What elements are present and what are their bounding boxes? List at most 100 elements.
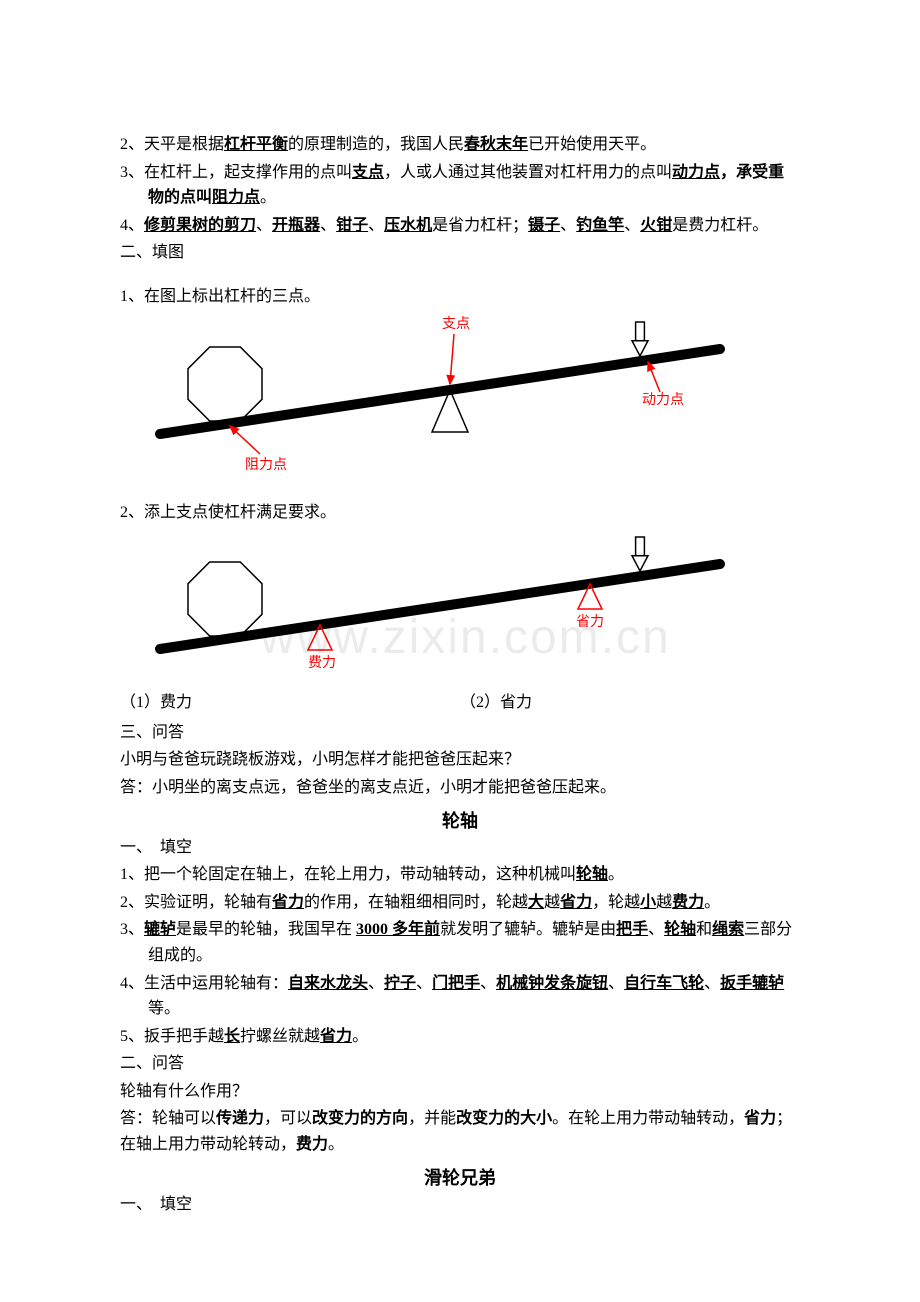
underline-text: 辘轳 <box>144 921 176 938</box>
underline-text: 机械钟发条旋钮 <box>496 975 608 992</box>
text: 2、天平是根据 <box>120 136 224 153</box>
underline-text: 轮轴 <box>664 921 696 938</box>
underline-text: 开瓶器 <box>272 217 320 234</box>
underline-text: 把手 <box>616 921 648 938</box>
underline-text: 自来水龙头 <box>288 975 368 992</box>
text: 。 <box>328 1136 344 1153</box>
underline-text: 小 <box>640 894 656 911</box>
text: 是省力杠杆； <box>432 217 528 234</box>
underline-text: 扳手辘轳 <box>720 975 784 992</box>
text: 和 <box>696 921 712 938</box>
paragraph-2: 2、天平是根据杠杆平衡的原理制造的，我国人民春秋末年已开始使用天平。 <box>120 132 800 158</box>
underline-text: 钳子 <box>336 217 368 234</box>
bold-text: 传递力 <box>216 1110 264 1127</box>
lever-svg-1: 支点 动力点 阻力点 <box>120 314 800 474</box>
underline-text: 火钳 <box>640 217 672 234</box>
underline-text: 支点 <box>352 164 384 181</box>
underline-text: 镊子 <box>528 217 560 234</box>
paragraph-3: 3、在杠杆上，起支撑作用的点叫支点，人或人通过其他装置对杠杆用力的点叫动力点，承… <box>120 160 800 211</box>
text: 3、 <box>120 921 144 938</box>
underline-text: 自行车飞轮 <box>624 975 704 992</box>
text: 答：轮轴可以 <box>120 1110 216 1127</box>
underline-text: 大 <box>528 894 544 911</box>
force-arrow-down-icon <box>632 537 648 571</box>
pointer-arrow <box>230 426 260 454</box>
underline-text: 阻力点 <box>212 189 260 206</box>
underline-text: 钓鱼竿 <box>576 217 624 234</box>
underline-text: 3000 多年前 <box>356 921 440 938</box>
text: 越 <box>656 894 672 911</box>
title-lunzhou: 轮轴 <box>120 807 800 833</box>
lever-diagram-1: 支点 动力点 阻力点 <box>120 314 800 474</box>
text: 拧螺丝就越 <box>240 1028 320 1045</box>
diagram-1-prompt: 1、在图上标出杠杆的三点。 <box>120 284 800 310</box>
text: 、 <box>560 217 576 234</box>
text: 4、生活中运用轮轴有： <box>120 975 288 992</box>
spacer <box>120 478 800 498</box>
underline-text: 长 <box>224 1028 240 1045</box>
label-fulcrum: 支点 <box>442 316 470 332</box>
text: 、 <box>368 975 384 992</box>
text: ，人或人通过其他装置对杠杆用力的点叫 <box>384 164 672 181</box>
text: 、 <box>704 975 720 992</box>
text: 、 <box>648 921 664 938</box>
text: 是最早的轮轴，我国早在 <box>176 921 356 938</box>
weight-octagon <box>188 347 262 421</box>
diagram-2-prompt: 2、添上支点使杠杆满足要求。 <box>120 500 800 526</box>
text: 。在轮上用力带动轴转动， <box>552 1110 744 1127</box>
underline-text: 压水机 <box>384 217 432 234</box>
text: ，轮越 <box>592 894 640 911</box>
paragraph-4: 4、修剪果树的剪刀、开瓶器、钳子、压水机是省力杠杆；镊子、钓鱼竿、火钳是费力杠杆… <box>120 213 800 239</box>
force-arrow-down-icon <box>632 322 648 356</box>
answer-1: 答：小明坐的离支点远，爸爸坐的离支点近，小明才能把爸爸压起来。 <box>120 775 800 801</box>
lz-para-3: 3、辘轳是最早的轮轴，我国早在 3000 多年前就发明了辘轳。辘轳是由把手、轮轴… <box>120 917 800 968</box>
underline-text: 动力点 <box>672 164 720 181</box>
text: 、 <box>320 217 336 234</box>
text: 4、 <box>120 217 144 234</box>
underline-text: 杠杆平衡 <box>224 136 288 153</box>
weight-octagon <box>188 562 262 636</box>
option-2: （2）省力 <box>460 690 800 716</box>
underline-text: 费力 <box>672 894 704 911</box>
section-2-heading: 二、填图 <box>120 240 800 266</box>
text: 的作用，在轴粗细相同时，轮越 <box>304 894 528 911</box>
lz-answer: 答：轮轴可以传递力，可以改变力的方向，并能改变力的大小。在轮上用力带动轴转动，省… <box>120 1106 800 1157</box>
text: 3、在杠杆上，起支撑作用的点叫 <box>120 164 352 181</box>
text: 已开始使用天平。 <box>528 136 656 153</box>
text: 、 <box>416 975 432 992</box>
title-hualun: 滑轮兄弟 <box>120 1164 800 1190</box>
lever-bar <box>160 564 720 649</box>
question-1: 小明与爸爸玩跷跷板游戏，小明怎样才能把爸爸压起来？ <box>120 747 800 773</box>
lz-section-1: 一、 填空 <box>120 835 800 861</box>
text: 。 <box>260 189 276 206</box>
underline-text: 修剪果树的剪刀 <box>144 217 256 234</box>
label-effort-saving: 省力 <box>576 614 604 630</box>
label-load-point: 阻力点 <box>245 457 287 473</box>
text: ，并能 <box>408 1110 456 1127</box>
bold-text: 改变力的大小 <box>456 1110 552 1127</box>
text: 的原理制造的，我国人民 <box>288 136 464 153</box>
text: 等。 <box>148 1000 180 1017</box>
section-3-heading: 三、问答 <box>120 720 800 746</box>
text: ，可以 <box>264 1110 312 1127</box>
underline-text: 绳索 <box>712 921 744 938</box>
bold-text: 省力 <box>744 1110 776 1127</box>
label-effort-costing: 费力 <box>308 655 336 671</box>
option-1: （1）费力 <box>120 690 460 716</box>
bold-text: 改变力的方向 <box>312 1110 408 1127</box>
text: 就发明了辘轳。辘轳是由 <box>440 921 616 938</box>
text: 、 <box>480 975 496 992</box>
underline-text: 省力 <box>320 1028 352 1045</box>
lever-diagram-2: 省力 费力 <box>120 529 800 684</box>
label-force-point: 动力点 <box>642 392 684 408</box>
lz-para-4: 4、生活中运用轮轴有：自来水龙头、拧子、门把手、机械钟发条旋钮、自行车飞轮、扳手… <box>120 971 800 1022</box>
lever-bar <box>160 349 720 434</box>
diagram-2-options: （1）费力 （2）省力 <box>120 688 800 718</box>
lz-para-2: 2、实验证明，轮轴有省力的作用，在轴粗细相同时，轮越大越省力，轮越小越费力。 <box>120 890 800 916</box>
text: 5、扳手把手越 <box>120 1028 224 1045</box>
text: 越 <box>544 894 560 911</box>
text: 是费力杠杆。 <box>672 217 768 234</box>
text: 1、把一个轮固定在轴上，在轮上用力，带动轴转动，这种机械叫 <box>120 866 576 883</box>
lever-svg-2: 省力 费力 <box>120 529 800 684</box>
underline-text: 省力 <box>560 894 592 911</box>
